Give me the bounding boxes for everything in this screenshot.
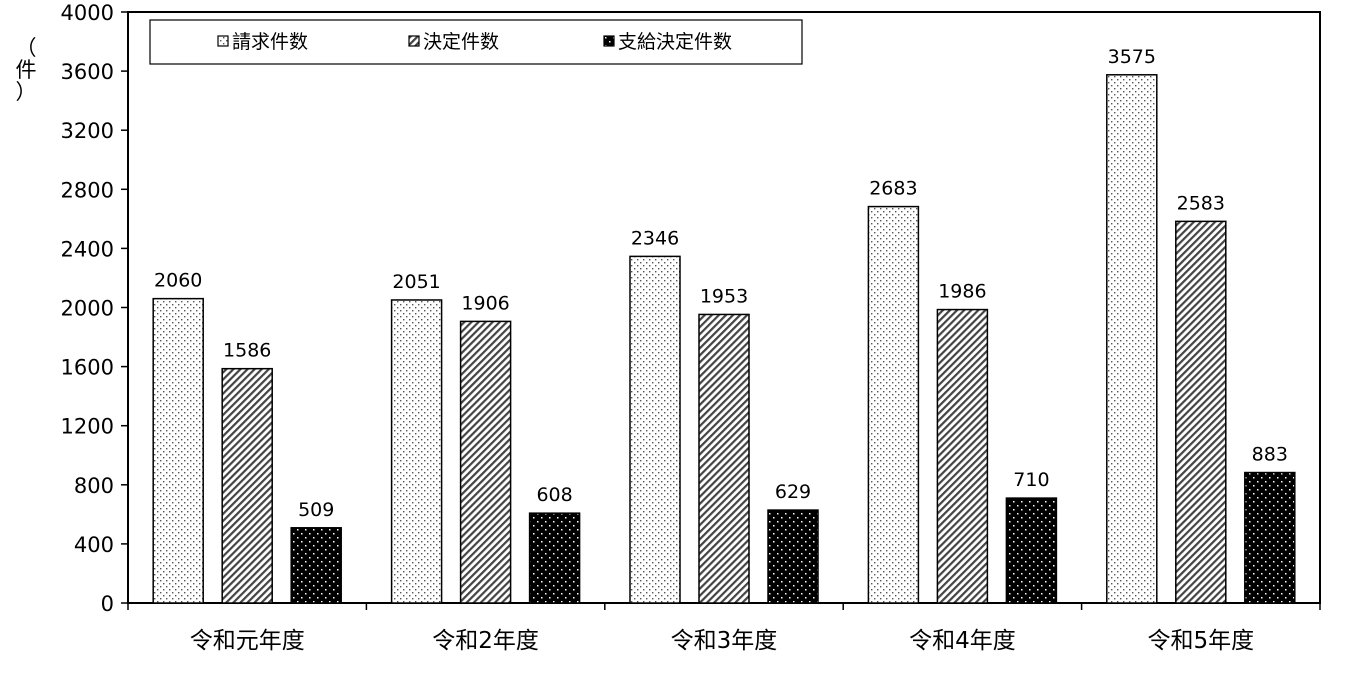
y-tick-label: 1200: [61, 415, 114, 439]
legend: 請求件数 決定件数 支給決定件数: [149, 19, 803, 65]
y-tick-label: 3600: [61, 60, 114, 84]
y-tick-label: 2000: [61, 297, 114, 321]
legend-label-1: 請求件数: [232, 31, 308, 53]
bar-2: [936, 308, 989, 604]
bar-1: [867, 205, 920, 604]
bar-2: [459, 320, 512, 604]
bar-3: [290, 527, 342, 604]
legend-swatch-2: [408, 35, 420, 47]
y-tick-label: 400: [74, 533, 114, 557]
bar-3: [1005, 497, 1058, 604]
y-tick-label: 0: [101, 592, 114, 616]
bar-2: [221, 367, 273, 604]
data-label: 509: [298, 499, 334, 521]
bar-3: [528, 512, 581, 604]
bar-1: [152, 297, 204, 604]
data-label: 1586: [223, 340, 271, 362]
data-label: 2051: [392, 271, 440, 293]
data-label: 1986: [938, 281, 986, 303]
bar-2: [1175, 220, 1227, 604]
data-label: 1953: [700, 285, 748, 307]
bars: [152, 74, 1296, 604]
bar-3: [767, 509, 819, 604]
legend-label-2: 決定件数: [423, 31, 499, 53]
y-tick-label: 2400: [61, 237, 114, 261]
x-tick-label: 令和5年度: [1147, 628, 1254, 654]
legend-swatch-1: [217, 35, 229, 47]
data-label: 2060: [154, 270, 202, 292]
x-tick-label: 令和4年度: [909, 628, 1016, 654]
bar-1: [1106, 74, 1158, 604]
x-tick-label: 令和3年度: [671, 628, 778, 654]
data-label: 2346: [631, 227, 679, 249]
y-tick-label: 3200: [61, 119, 114, 143]
y-axis: 0 400 800 1200 1600 2000 2400 2800 3200 3600 4000: [61, 1, 128, 616]
data-labels: 2060 1586 509 2051 1906 608 2346 1953 629 2683 198…: [154, 46, 1288, 521]
data-label: 629: [775, 481, 811, 503]
bar-2: [698, 313, 750, 604]
x-tick-label: 令和2年度: [432, 628, 539, 654]
data-label: 2683: [869, 178, 917, 200]
data-label: 710: [1013, 469, 1049, 491]
legend-box: [149, 19, 803, 65]
bar-1: [629, 255, 681, 604]
x-tick-label: 令和元年度: [190, 628, 305, 654]
y-tick-label: 2800: [61, 178, 114, 202]
y-axis-title: （件）: [16, 36, 37, 104]
y-tick-label: 800: [74, 474, 114, 498]
data-label: 3575: [1108, 46, 1156, 68]
data-label: 2583: [1177, 192, 1225, 214]
legend-label-3: 支給決定件数: [618, 31, 732, 53]
data-label: 1906: [461, 292, 509, 314]
data-label: 608: [536, 484, 572, 506]
x-axis: 令和元年度 令和2年度 令和3年度 令和4年度 令和5年度: [127, 603, 1321, 654]
y-axis-label: （件）: [16, 36, 37, 104]
bar-1: [390, 299, 443, 604]
data-label: 883: [1252, 444, 1288, 466]
bar-3: [1244, 471, 1296, 604]
y-tick-label: 4000: [61, 1, 114, 25]
y-tick-label: 1600: [61, 356, 114, 380]
legend-swatch-3: [603, 35, 615, 47]
